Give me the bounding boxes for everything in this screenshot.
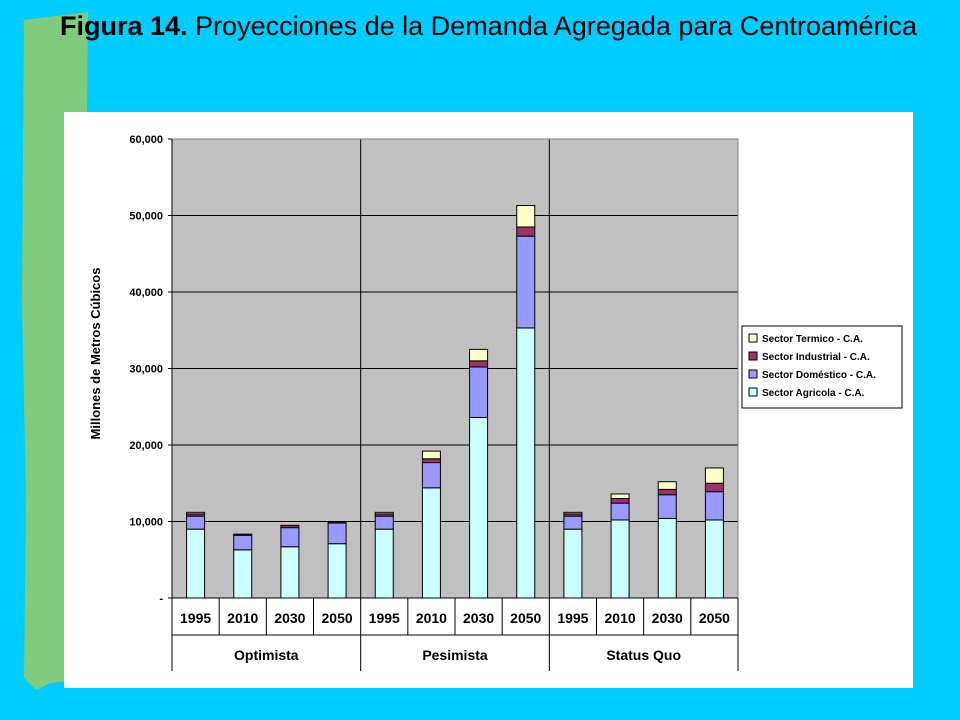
bar-segment: [327, 543, 347, 599]
y-tick-label: 20,000: [129, 440, 163, 452]
x-tick-label: 2010: [227, 610, 258, 626]
bar-segment: [374, 511, 394, 515]
bar-segment: [563, 528, 583, 599]
bar-segment: [374, 528, 394, 599]
x-tick-label: 2030: [274, 610, 305, 626]
x-tick-label: 2010: [416, 610, 447, 626]
bar-segment: [469, 416, 489, 599]
bar-segment: [563, 515, 583, 530]
bar-segment: [610, 493, 630, 500]
bar-segment: [657, 488, 677, 496]
bar-segment: [327, 522, 347, 545]
bar-segment: [280, 527, 300, 548]
y-tick-label: 30,000: [129, 364, 163, 376]
bar-segment: [233, 534, 253, 551]
legend-swatch: [748, 387, 758, 397]
bar-segment: [469, 360, 489, 368]
x-tick-label: 2050: [322, 610, 353, 626]
x-group-label: Status Quo: [606, 647, 681, 663]
y-tick-label: 10,000: [129, 517, 163, 529]
bar-segment: [374, 515, 394, 530]
legend-label: Sector Industrial - C.A.: [762, 352, 870, 363]
bar-segment: [280, 546, 300, 599]
slide-title: Figura 14. Proyecciones de la Demanda Ag…: [60, 8, 940, 45]
bar-segment: [704, 519, 724, 599]
bar-segment: [704, 467, 724, 484]
bar-segment: [704, 491, 724, 521]
x-tick-label: 2010: [605, 610, 636, 626]
bar-segment: [657, 494, 677, 519]
bar-segment: [469, 366, 489, 418]
x-group-label: Optimista: [234, 647, 299, 663]
legend-swatch: [748, 351, 758, 361]
stacked-bar-chart: - 10,000 20,000 30,000 40,000 50,000 60,000 Mil…: [88, 134, 903, 671]
bar-segment: [421, 458, 441, 464]
chart-panel: - 10,000 20,000 30,000 40,000 50,000 60,000 Mil…: [64, 112, 913, 688]
x-tick-label: 1995: [180, 610, 211, 626]
bar-segment: [610, 498, 630, 504]
bar-segment: [327, 521, 347, 524]
y-axis-title: Millones de Metros Cúbicos: [88, 268, 103, 440]
legend-box: [741, 325, 903, 409]
legend-label: Sector Doméstico - C.A.: [762, 370, 876, 381]
bar-segment: [421, 450, 441, 460]
bar-segment: [186, 515, 206, 530]
x-tick-label: 1995: [369, 610, 400, 626]
bar-segment: [233, 533, 253, 536]
bar-segment: [516, 205, 536, 228]
x-tick-label: 2050: [699, 610, 730, 626]
bar-segment: [563, 511, 583, 515]
bar-segment: [610, 502, 630, 521]
y-tick-label: -: [159, 593, 163, 605]
x-group-label: Pesimista: [422, 647, 488, 663]
bar-segment: [421, 462, 441, 489]
bar-segment: [280, 524, 300, 529]
x-tick-label: 2030: [652, 610, 683, 626]
legend-label: Sector Termico - C.A.: [762, 334, 863, 345]
bar-segment: [657, 517, 677, 599]
x-tick-label: 2030: [463, 610, 494, 626]
bar-segment: [610, 519, 630, 599]
y-tick-label: 60,000: [129, 134, 163, 146]
bar-segment: [421, 487, 441, 599]
y-tick-label: 40,000: [129, 287, 163, 299]
legend-label: Sector Agricola - C.A.: [762, 388, 865, 399]
x-tick-label: 1995: [557, 610, 588, 626]
slide-title-text: Proyecciones de la Demanda Agregada para…: [187, 11, 917, 41]
legend-swatch: [748, 333, 758, 343]
bar-segment: [186, 528, 206, 599]
bar-segment: [516, 226, 536, 237]
bar-segment: [469, 348, 489, 362]
x-tick-label: 2050: [510, 610, 541, 626]
bar-segment: [233, 549, 253, 599]
legend-swatch: [748, 369, 758, 379]
slide-title-bold: Figura 14.: [60, 11, 188, 41]
y-tick-label: 50,000: [129, 211, 163, 223]
bar-segment: [516, 235, 536, 329]
bar-segment: [516, 327, 536, 599]
bar-segment: [186, 511, 206, 515]
bar-segment: [657, 481, 677, 490]
bar-segment: [704, 482, 724, 493]
